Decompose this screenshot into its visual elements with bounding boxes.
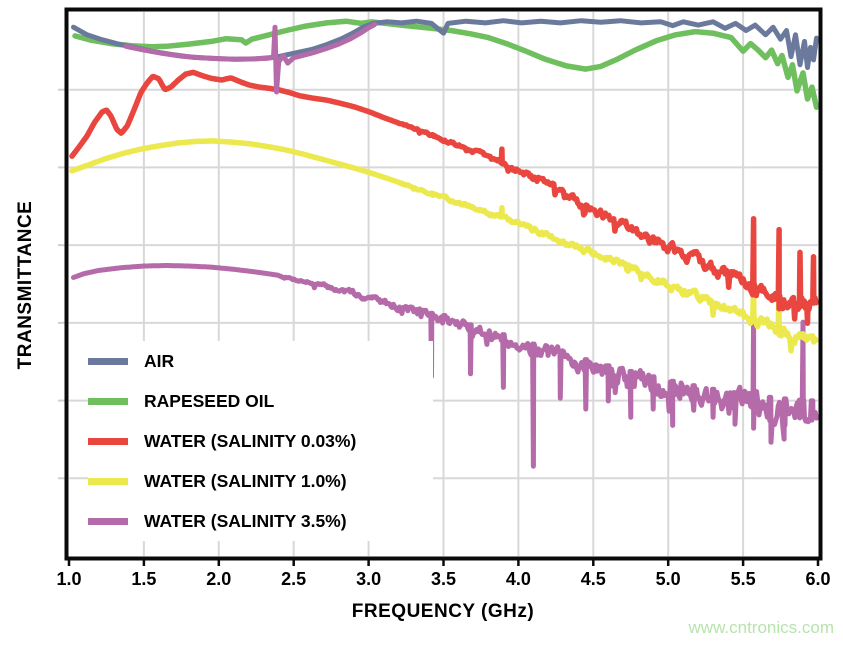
legend-swatch xyxy=(88,477,128,485)
series-line-rapeseed-oil xyxy=(72,18,820,110)
x-tick-label: 1.5 xyxy=(131,569,157,589)
legend-item: AIR xyxy=(88,341,433,381)
legend-swatch xyxy=(88,517,128,525)
legend-label: WATER (SALINITY 3.5%) xyxy=(144,510,347,531)
x-tick-label: 2.0 xyxy=(206,569,232,589)
x-tick-label: 6.0 xyxy=(805,569,831,589)
x-tick-label: 1.0 xyxy=(56,569,82,589)
legend-item: WATER (SALINITY 0.03%) xyxy=(88,421,433,461)
chart-legend: AIR RAPESEED OIL WATER (SALINITY 0.03%) WAT… xyxy=(88,341,433,541)
series-line-water-3p5 xyxy=(71,263,819,469)
legend-label: RAPESEED OIL xyxy=(144,390,275,411)
x-tick-label: 5.5 xyxy=(730,569,756,589)
legend-swatch xyxy=(88,397,128,405)
watermark-text: www.cntronics.com xyxy=(688,618,834,637)
legend-swatch xyxy=(88,357,128,365)
legend-item: WATER (SALINITY 3.5%) xyxy=(88,501,433,541)
series-line-water-3p5-low-band xyxy=(123,22,378,95)
legend-item: RAPESEED OIL xyxy=(88,381,433,421)
x-axis-title: FREQUENCY (GHz) xyxy=(351,601,535,622)
x-tick-label: 5.0 xyxy=(655,569,681,589)
plot-frame xyxy=(64,7,823,561)
legend-item: WATER (SALINITY 1.0%) xyxy=(88,461,433,501)
legend-label: WATER (SALINITY 0.03%) xyxy=(144,430,357,451)
x-tick-label: 4.5 xyxy=(580,569,606,589)
x-tick-label: 4.0 xyxy=(505,569,531,589)
series-line-water-0p03 xyxy=(69,69,819,326)
x-tick-label: 3.5 xyxy=(430,569,457,589)
x-tick-label: 3.0 xyxy=(356,569,382,589)
x-tick-label: 2.5 xyxy=(281,569,307,589)
legend-swatch xyxy=(88,437,128,445)
legend-label: AIR xyxy=(144,350,175,371)
series-line-water-1p0 xyxy=(69,138,819,354)
legend-label: WATER (SALINITY 1.0%) xyxy=(144,470,347,491)
